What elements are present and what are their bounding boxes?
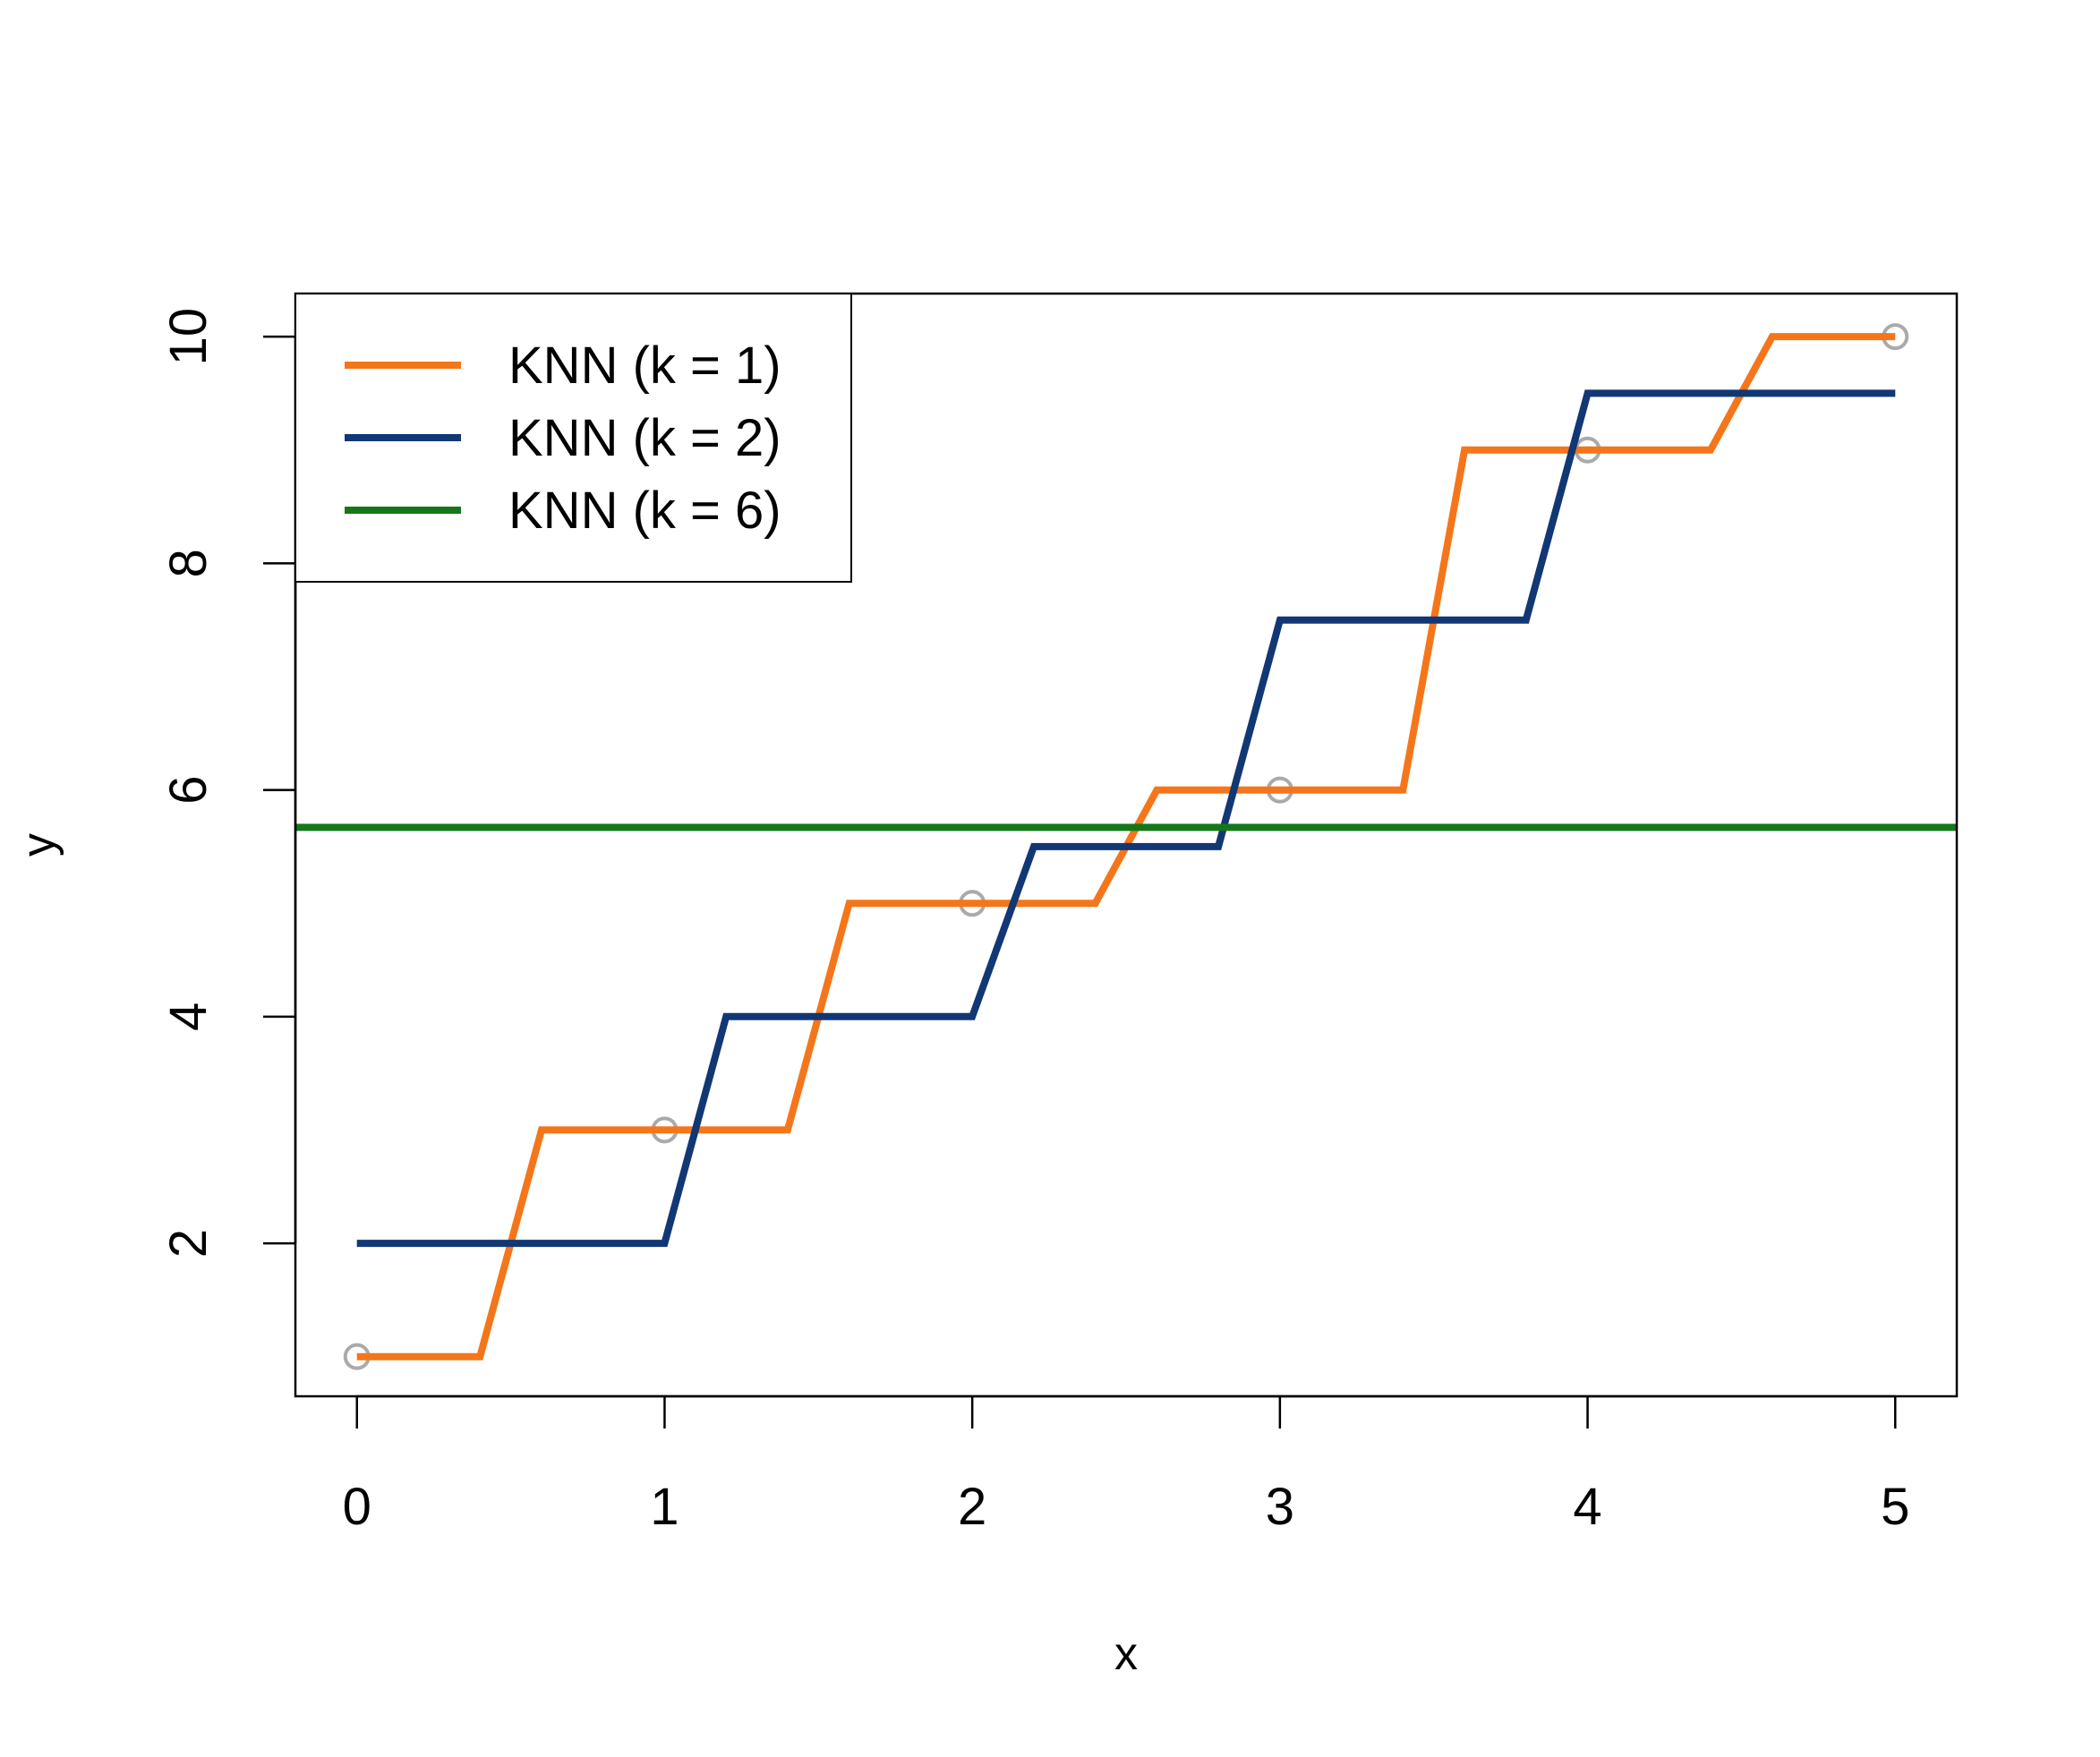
y-tick-label: 10 (159, 308, 218, 366)
legend-label: KNN (k = 2) (508, 409, 781, 467)
x-tick-label: 4 (1573, 1478, 1601, 1536)
x-tick-label: 0 (343, 1478, 371, 1536)
series-lines (295, 333, 1957, 1360)
y-tick-label: 8 (159, 549, 218, 577)
x-axis: 0 1 2 3 4 5 (343, 1395, 1909, 1536)
y-tick-label: 2 (159, 1229, 218, 1258)
x-tick-label: 5 (1881, 1478, 1909, 1536)
y-tick-label: 6 (159, 775, 218, 804)
legend-label: KNN (k = 1) (508, 337, 781, 395)
series-line-2 (356, 389, 1896, 1248)
y-axis: 2 4 6 8 10 (159, 308, 297, 1258)
legend-label: KNN (k = 6) (508, 482, 781, 540)
x-tick-label: 3 (1266, 1478, 1294, 1536)
y-axis-label: y (13, 833, 64, 857)
x-tick-label: 2 (958, 1478, 986, 1536)
legend: KNN (k = 1) KNN (k = 2) KNN (k = 6) (295, 293, 852, 583)
x-tick-label: 1 (650, 1478, 679, 1536)
y-tick-label: 4 (159, 1002, 218, 1031)
x-axis-label: x (1114, 1628, 1138, 1680)
